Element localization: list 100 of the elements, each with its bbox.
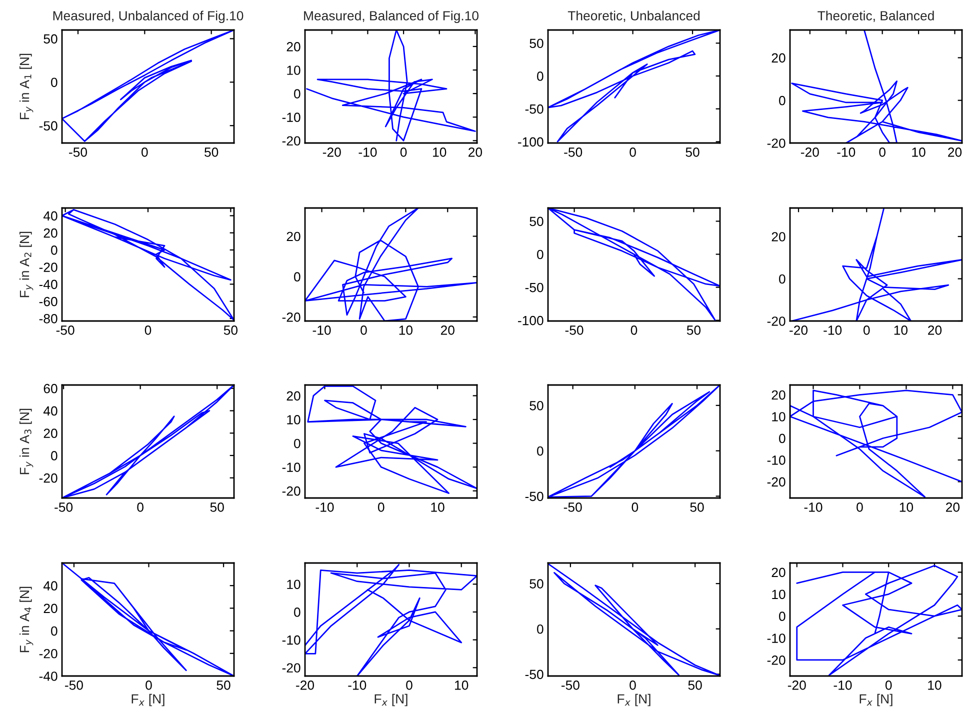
y-tick-label: 20: [44, 604, 58, 614]
x-tick-label: -20: [788, 680, 806, 690]
y-tick-label: 40: [43, 581, 58, 591]
y-axis-title: F$_{y}$ in A$_{2}$ [N]: [19, 232, 34, 298]
x-tick-label: 0: [630, 148, 636, 157]
y-tick-label: 0: [779, 434, 786, 444]
y-tick-label: -50: [525, 670, 544, 680]
y-tick-label: -50: [39, 121, 58, 131]
y-tick-label: -20: [767, 316, 786, 326]
x-tick-label: 10: [399, 326, 413, 335]
y-tick-label: -10: [282, 635, 300, 645]
x-tick-label: 20: [440, 326, 454, 335]
x-tick-label: -20: [322, 148, 341, 157]
y-tick-label: -20: [39, 648, 58, 658]
x-tick-label: 10: [455, 680, 468, 690]
x-tick-label: 50: [690, 502, 704, 512]
x-tick-label: -10: [834, 680, 852, 690]
y-tick-label: 0: [294, 272, 300, 282]
x-tick-label: 10: [928, 680, 942, 690]
y-tick-label: 0: [294, 608, 300, 617]
x-tick-label: 50: [216, 680, 230, 690]
x-tick-label: -10: [348, 680, 366, 690]
y-tick-label: 50: [530, 400, 544, 410]
chart-title: Measured, Unbalanced of Fig.10: [53, 10, 244, 24]
x-tick-label: 10: [900, 502, 914, 512]
line-series: [62, 563, 234, 676]
y-tick-label: 40: [43, 211, 58, 221]
y-tick-label: 0: [51, 626, 58, 636]
line-series: [548, 563, 720, 676]
x-tick-label: 0: [144, 326, 152, 335]
y-tick-label: 50: [530, 579, 544, 588]
y-tick-label: 0: [779, 612, 786, 622]
line-series: [791, 30, 962, 143]
y-tick-label: 0: [537, 446, 544, 456]
y-tick-label: 20: [44, 428, 58, 438]
x-tick-label: 20: [946, 502, 960, 512]
x-tick-label: -10: [358, 148, 377, 157]
y-tick-label: -10: [767, 456, 786, 465]
x-tick-label: 50: [210, 502, 224, 512]
y-tick-label: 0: [537, 250, 544, 260]
line-series: [305, 564, 477, 676]
y-tick-label: 0: [537, 624, 544, 634]
line-series: [791, 208, 962, 321]
y-tick-label: 20: [286, 232, 300, 242]
x-tick-label: -20: [790, 326, 808, 335]
y-tick-label: -20: [767, 656, 786, 665]
x-tick-label: 0: [879, 148, 886, 157]
y-tick-label: 20: [772, 53, 786, 63]
y-tick-label: 0: [294, 89, 300, 98]
y-tick-label: -100: [518, 137, 544, 147]
y-tick-label: -20: [767, 477, 786, 487]
x-tick-label: -50: [564, 148, 582, 157]
y-tick-label: -40: [39, 280, 58, 290]
x-tick-label: -50: [69, 148, 88, 157]
y-tick-label: 20: [772, 390, 786, 400]
y-axis-title: F$_{y}$ in A$_{4}$ [N]: [19, 586, 34, 652]
line-series: [306, 30, 476, 142]
y-axis-title: F$_{y}$ in A$_{3}$ [N]: [19, 408, 34, 474]
y-tick-label: -20: [282, 136, 300, 146]
y-tick-label: -20: [39, 262, 58, 272]
x-tick-label: -10: [837, 148, 856, 157]
y-tick-label: -40: [39, 672, 58, 681]
y-tick-label: 20: [286, 391, 300, 401]
line-series: [62, 385, 234, 498]
x-tick-label: 20: [468, 148, 482, 157]
y-tick-label: 10: [287, 66, 300, 75]
y-tick-label: 0: [294, 438, 300, 448]
x-tick-label: 20: [928, 326, 942, 335]
x-tick-label: 0: [630, 680, 636, 690]
x-tick-label: 10: [433, 148, 446, 157]
x-tick-label: -10: [804, 502, 822, 512]
y-tick-label: 0: [779, 96, 786, 106]
x-tick-label: 0: [146, 680, 152, 690]
y-tick-label: 0: [51, 451, 58, 460]
y-tick-label: -10: [282, 112, 300, 122]
y-tick-label: 20: [772, 568, 786, 578]
x-tick-label: 0: [406, 680, 412, 690]
line-series: [305, 208, 477, 321]
y-tick-label: -50: [525, 492, 544, 502]
x-tick-label: 10: [912, 148, 926, 157]
y-tick-label: 40: [43, 406, 58, 416]
line-series: [307, 385, 477, 494]
x-tick-label: 50: [688, 680, 702, 690]
x-tick-label: -50: [564, 502, 582, 512]
x-tick-label: 0: [360, 326, 367, 335]
x-tick-label: 0: [142, 148, 148, 157]
x-tick-label: 0: [378, 502, 384, 512]
y-axis-title: F$_{y}$ in A$_{1}$ [N]: [19, 54, 34, 120]
x-axis-title: F$_{x}$ [N]: [618, 694, 650, 706]
x-tick-label: -10: [316, 502, 334, 512]
line-series: [62, 30, 234, 142]
chart-title: Measured, Balanced of Fig.10: [304, 10, 479, 24]
y-tick-label: -50: [525, 282, 544, 292]
line-series: [548, 385, 720, 498]
x-tick-label: -50: [565, 326, 584, 335]
y-tick-label: 60: [44, 384, 58, 394]
line-series: [796, 564, 962, 676]
y-tick-label: 0: [51, 78, 58, 88]
y-tick-label: 20: [772, 232, 786, 242]
y-tick-label: -20: [282, 663, 300, 673]
